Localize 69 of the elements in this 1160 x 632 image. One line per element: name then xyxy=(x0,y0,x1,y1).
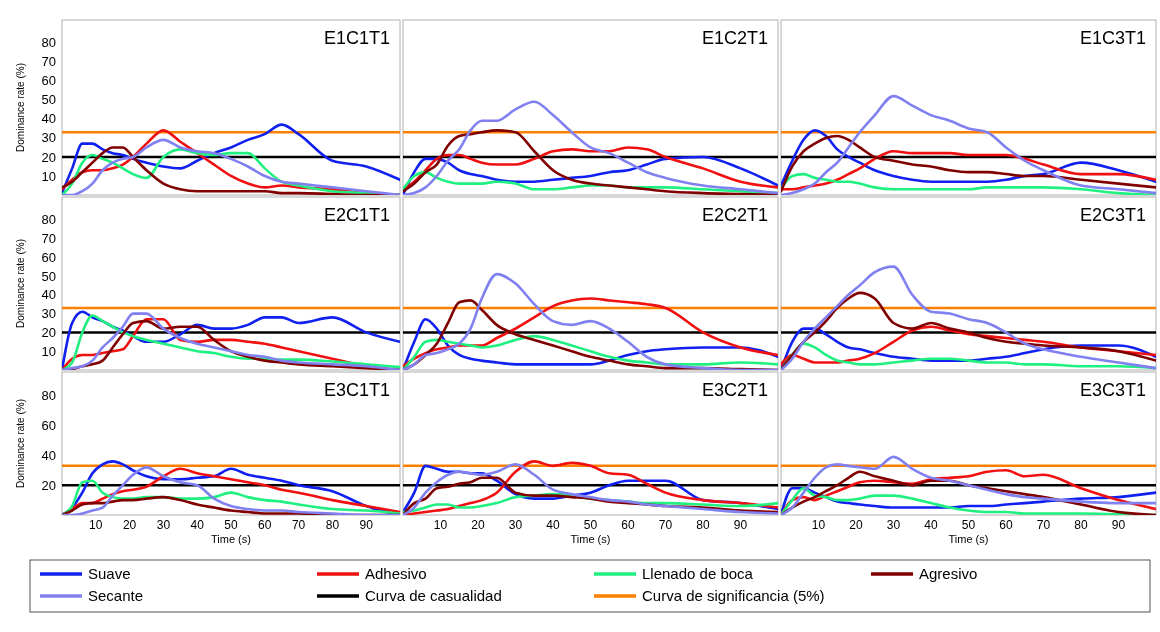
y-tick-label: 80 xyxy=(41,212,56,228)
chart-title: E1C2T1 xyxy=(701,28,768,48)
chart-title: E1C3T1 xyxy=(1079,28,1146,48)
x-tick-label: 90 xyxy=(1111,518,1126,532)
x-tick-label: 20 xyxy=(471,518,485,532)
x-tick-label: 30 xyxy=(886,518,901,532)
x-tick-label: 10 xyxy=(811,518,826,532)
x-tick-label: 30 xyxy=(156,518,171,532)
x-tick-label: 70 xyxy=(1036,518,1051,532)
x-axis-title: Time (s) xyxy=(211,533,251,545)
y-tick-label: 60 xyxy=(41,73,56,89)
x-tick-label: 70 xyxy=(291,518,306,532)
y-tick-label: 60 xyxy=(41,418,56,434)
x-tick-label: 30 xyxy=(508,518,523,532)
y-tick-label: 30 xyxy=(41,306,56,322)
y-tick-label: 60 xyxy=(41,249,56,265)
x-tick-label: 90 xyxy=(359,518,374,532)
x-tick-label: 60 xyxy=(258,518,272,532)
chart-title: E3C1T1 xyxy=(323,380,390,400)
x-tick-label: 40 xyxy=(190,518,205,532)
x-tick-label: 50 xyxy=(583,518,598,532)
x-tick-label: 90 xyxy=(733,518,748,532)
y-tick-label: 70 xyxy=(41,230,56,246)
y-tick-label: 30 xyxy=(41,130,56,146)
y-tick-label: 10 xyxy=(41,343,56,359)
y-tick-label: 50 xyxy=(41,268,56,284)
x-axis-title: Time (s) xyxy=(570,533,611,545)
x-tick-label: 20 xyxy=(849,518,863,532)
x-axis-title: Time (s) xyxy=(948,533,989,545)
x-tick-label: 50 xyxy=(961,518,976,532)
chart-title: E1C1T1 xyxy=(323,28,390,48)
x-tick-label: 80 xyxy=(696,518,710,532)
y-axis-title: Dominance rate (%) xyxy=(15,239,26,328)
y-tick-label: 40 xyxy=(41,287,56,303)
chart-title: E3C3T1 xyxy=(1079,380,1146,400)
y-tick-label: 40 xyxy=(41,447,56,463)
x-tick-label: 60 xyxy=(999,518,1013,532)
legend-label: Adhesivo xyxy=(365,565,427,583)
chart-title: E3C2T1 xyxy=(701,380,768,400)
y-tick-label: 50 xyxy=(41,92,56,108)
legend-label: Curva de significancia (5%) xyxy=(642,587,825,605)
y-tick-label: 40 xyxy=(41,111,56,127)
y-tick-label: 80 xyxy=(41,388,56,404)
y-tick-label: 20 xyxy=(41,477,56,493)
x-tick-label: 70 xyxy=(658,518,673,532)
x-tick-label: 10 xyxy=(89,518,103,532)
x-tick-label: 40 xyxy=(924,518,938,532)
x-tick-label: 80 xyxy=(1074,518,1088,532)
y-tick-label: 80 xyxy=(41,35,56,51)
y-tick-label: 10 xyxy=(41,168,56,184)
x-tick-label: 10 xyxy=(433,518,448,532)
y-tick-label: 70 xyxy=(41,54,56,70)
y-axis-title: Dominance rate (%) xyxy=(15,399,26,488)
x-tick-label: 50 xyxy=(224,518,238,532)
chart-title: E2C3T1 xyxy=(1079,205,1146,225)
legend-label: Llenado de boca xyxy=(642,565,754,583)
y-tick-label: 20 xyxy=(41,149,56,165)
chart-title: E2C2T1 xyxy=(701,205,768,225)
y-tick-label: 20 xyxy=(41,324,56,340)
x-tick-label: 40 xyxy=(546,518,560,532)
y-axis-title: Dominance rate (%) xyxy=(15,63,26,152)
x-tick-label: 20 xyxy=(122,518,137,532)
x-tick-label: 80 xyxy=(325,518,340,532)
legend-label: Curva de casualidad xyxy=(365,587,502,605)
legend-label: Suave xyxy=(88,565,131,583)
chart-title: E2C1T1 xyxy=(323,205,390,225)
legend-label: Secante xyxy=(88,587,144,605)
legend-label: Agresivo xyxy=(919,565,978,583)
x-tick-label: 60 xyxy=(621,518,635,532)
